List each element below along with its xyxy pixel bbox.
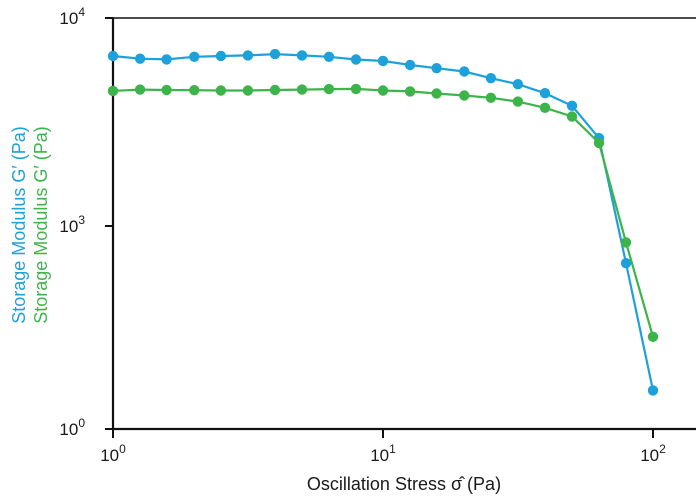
y-axis-label-storage-modulus-blue: Storage Modulus G′ (Pa) [9,126,29,323]
y-tick-label: 100 [59,416,85,439]
data-point [161,54,172,65]
data-point [647,331,659,342]
data-point [647,385,659,396]
series-green [107,83,659,342]
data-point [539,102,551,114]
data-point [377,85,389,96]
x-tick-label: 102 [640,442,666,465]
data-point [485,73,497,84]
x-tick-label: 100 [100,442,126,465]
data-point [134,53,146,64]
data-point [566,100,578,112]
data-point [512,79,524,90]
data-point [323,51,335,62]
data-point [431,88,442,99]
data-point [323,83,335,95]
x-tick-label: 101 [370,442,396,465]
data-point [296,50,308,61]
chart-axes [111,17,696,431]
data-point [107,85,119,97]
y-axis-label-storage-modulus-green: Storage Modulus G′ (Pa) [31,126,51,323]
data-point [189,85,200,96]
data-point [512,96,524,107]
tick-labels: 100 101 102 100 103 104 [59,5,666,465]
data-point [431,62,442,74]
data-point [459,66,470,77]
data-point [404,59,416,71]
data-point [161,84,172,96]
data-point [485,92,497,104]
data-point [189,51,200,62]
series-layer [107,48,659,396]
data-point [242,85,254,96]
data-point [566,111,578,122]
data-point [296,84,308,95]
data-point [107,50,119,62]
tick-marks [105,17,654,438]
data-point [215,50,227,62]
x-axis-label: Oscillation Stress σ̂ (Pa) [307,474,501,494]
series-blue [107,48,659,396]
data-point [377,55,389,67]
series-line [112,87,655,338]
data-point [134,84,146,95]
data-point [593,137,605,149]
data-point [269,48,281,60]
data-point [620,258,632,269]
data-point [459,90,470,101]
data-point [350,83,362,95]
y-tick-label: 103 [59,213,85,236]
data-point [404,86,416,97]
data-point [620,237,632,248]
data-point [215,85,227,96]
data-point [539,88,551,99]
y-tick-label: 104 [59,5,85,28]
data-point [350,54,362,65]
data-point [269,84,281,96]
data-point [242,50,254,61]
